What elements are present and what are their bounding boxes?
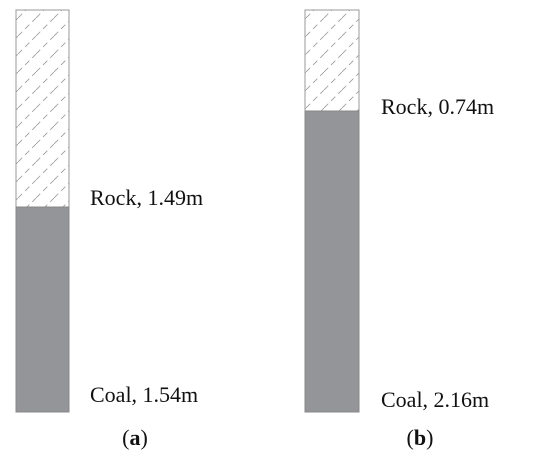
caption-part: ) xyxy=(141,425,148,450)
coal-layer xyxy=(304,110,360,413)
caption: (b) xyxy=(407,425,434,450)
layer-label: Rock, 0.74m xyxy=(381,94,494,119)
caption-part: ) xyxy=(426,425,433,450)
caption-part: ( xyxy=(407,425,414,450)
rock-layer xyxy=(304,9,360,112)
layer-label: Coal, 2.16m xyxy=(381,387,489,412)
layer-label: Coal, 1.54m xyxy=(90,382,198,407)
caption-part: a xyxy=(130,425,141,450)
caption-part: ( xyxy=(122,425,129,450)
caption-part: b xyxy=(414,425,426,450)
coal-layer xyxy=(15,206,70,413)
caption: (a) xyxy=(122,425,148,450)
rock-layer xyxy=(15,9,70,208)
layer-label: Rock, 1.49m xyxy=(90,185,203,210)
